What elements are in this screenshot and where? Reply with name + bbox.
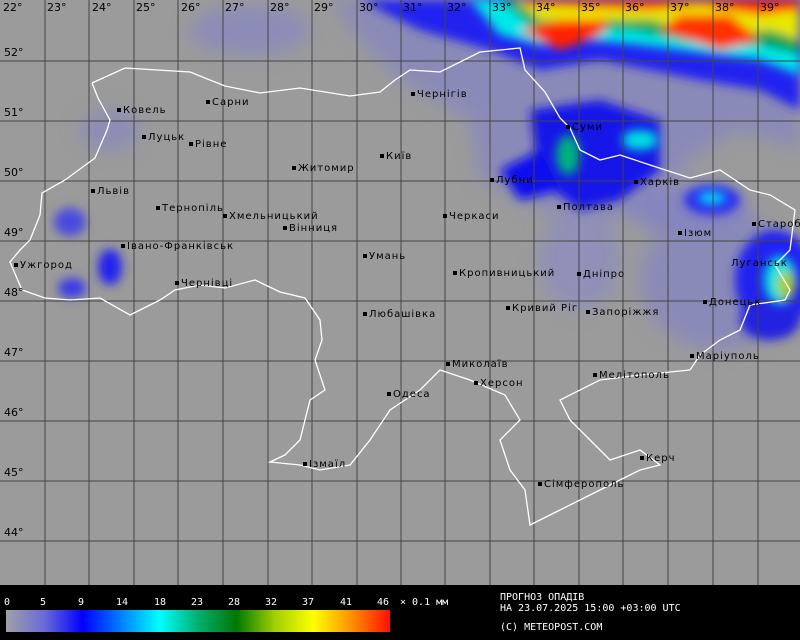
city-marker[interactable]: Сімферополь (538, 480, 624, 490)
longitude-label: 37° (670, 1, 690, 14)
city-marker[interactable]: Івано-Франківськ (121, 242, 234, 252)
graticule (0, 0, 800, 585)
longitude-label: 29° (314, 1, 334, 14)
city-marker[interactable]: Умань (363, 252, 406, 262)
city-marker[interactable]: Житомир (292, 164, 355, 174)
city-marker[interactable]: Харків (634, 178, 680, 188)
city-marker[interactable]: Дніпро (577, 270, 625, 280)
city-marker[interactable]: Старобільськ (752, 220, 800, 230)
city-marker[interactable]: Луганськ (731, 258, 788, 269)
legend-unit: × 0.1 мм (400, 597, 449, 608)
legend-tick: 46 (377, 597, 390, 608)
latitude-label: 51° (4, 106, 24, 119)
longitude-label: 30° (359, 1, 379, 14)
city-marker[interactable]: Хмельницький (223, 212, 319, 222)
city-marker[interactable]: Ізюм (678, 229, 712, 239)
longitude-label: 34° (536, 1, 556, 14)
legend-tick: 23 (191, 597, 204, 608)
city-marker[interactable]: Вінниця (283, 224, 338, 234)
city-marker[interactable]: Чернігів (411, 90, 468, 100)
city-marker[interactable]: Кривий Ріг (506, 304, 578, 314)
longitude-label: 33° (492, 1, 512, 14)
precipitation-layer (0, 0, 800, 585)
city-marker[interactable]: Любашівка (363, 310, 436, 320)
latitude-label: 52° (4, 46, 24, 59)
city-marker[interactable]: Лубни (490, 176, 534, 186)
legend-tick: 28 (228, 597, 241, 608)
city-marker[interactable]: Херсон (474, 379, 524, 389)
legend-tick: 41 (340, 597, 353, 608)
city-marker[interactable]: Миколаїв (446, 360, 508, 370)
precip-heavy (470, 0, 800, 304)
latitude-label: 50° (4, 166, 24, 179)
city-marker[interactable]: Сарни (206, 98, 250, 108)
city-marker[interactable]: Запоріжжя (586, 308, 659, 318)
city-marker[interactable]: Тернопіль (156, 204, 224, 214)
legend-tick: 37 (302, 597, 315, 608)
longitude-label: 35° (581, 1, 601, 14)
longitude-label: 28° (270, 1, 290, 14)
forecast-title: ПРОГНОЗ ОПАДІВ (500, 592, 585, 603)
city-marker[interactable]: Одеса (387, 390, 431, 400)
city-marker[interactable]: Львів (91, 187, 130, 197)
copyright-link[interactable]: (C) METEOPOST.COM (500, 622, 603, 633)
legend-tick: 0 (4, 597, 11, 608)
longitude-label: 25° (136, 1, 156, 14)
longitude-label: 24° (92, 1, 112, 14)
legend-tick: 18 (154, 597, 167, 608)
legend-tick: 14 (116, 597, 129, 608)
latitude-label: 44° (4, 526, 24, 539)
forecast-date: НА 23.07.2025 15:00 +03:00 UTC (500, 603, 681, 614)
legend-color-bar (6, 610, 390, 632)
legend-panel: 0 5 9 14 18 23 28 32 37 41 46 × 0.1 мм П… (0, 585, 800, 640)
legend-tick: 9 (78, 597, 85, 608)
latitude-label: 47° (4, 346, 24, 359)
longitude-label: 26° (181, 1, 201, 14)
longitude-label: 38° (715, 1, 735, 14)
latitude-label: 49° (4, 226, 24, 239)
city-marker[interactable]: Київ (380, 152, 412, 162)
legend-tick: 5 (40, 597, 47, 608)
latitude-label: 48° (4, 286, 24, 299)
longitude-label: 31° (403, 1, 423, 14)
city-marker[interactable]: Кропивницький (453, 269, 555, 279)
city-marker[interactable]: Керч (640, 454, 676, 464)
longitude-label: 39° (760, 1, 780, 14)
city-marker[interactable]: Суми (566, 123, 603, 133)
city-marker[interactable]: Черкаси (443, 212, 500, 222)
longitude-label: 22° (3, 1, 23, 14)
city-marker[interactable]: Мелітополь (593, 371, 670, 381)
latitude-label: 45° (4, 466, 24, 479)
city-marker[interactable]: Луцьк (142, 133, 185, 143)
precipitation-map[interactable]: 22° 23° 24° 25° 26° 27° 28° 29° 30° 31° … (0, 0, 800, 585)
longitude-label: 23° (47, 1, 67, 14)
latitude-label: 46° (4, 406, 24, 419)
longitude-label: 32° (447, 1, 467, 14)
longitude-label: 36° (625, 1, 645, 14)
city-marker[interactable]: Ужгород (14, 261, 73, 271)
city-marker[interactable]: Ковель (117, 106, 167, 116)
city-marker[interactable]: Ізмаїл (303, 460, 346, 470)
city-marker[interactable]: Чернівці (175, 279, 233, 289)
country-border (9, 47, 796, 526)
legend-tick: 32 (265, 597, 278, 608)
city-marker[interactable]: Рівне (189, 140, 227, 150)
city-marker[interactable]: Маріуполь (690, 352, 760, 362)
longitude-label: 27° (225, 1, 245, 14)
city-marker[interactable]: Донецьк (703, 298, 761, 308)
city-marker[interactable]: Полтава (557, 203, 614, 213)
